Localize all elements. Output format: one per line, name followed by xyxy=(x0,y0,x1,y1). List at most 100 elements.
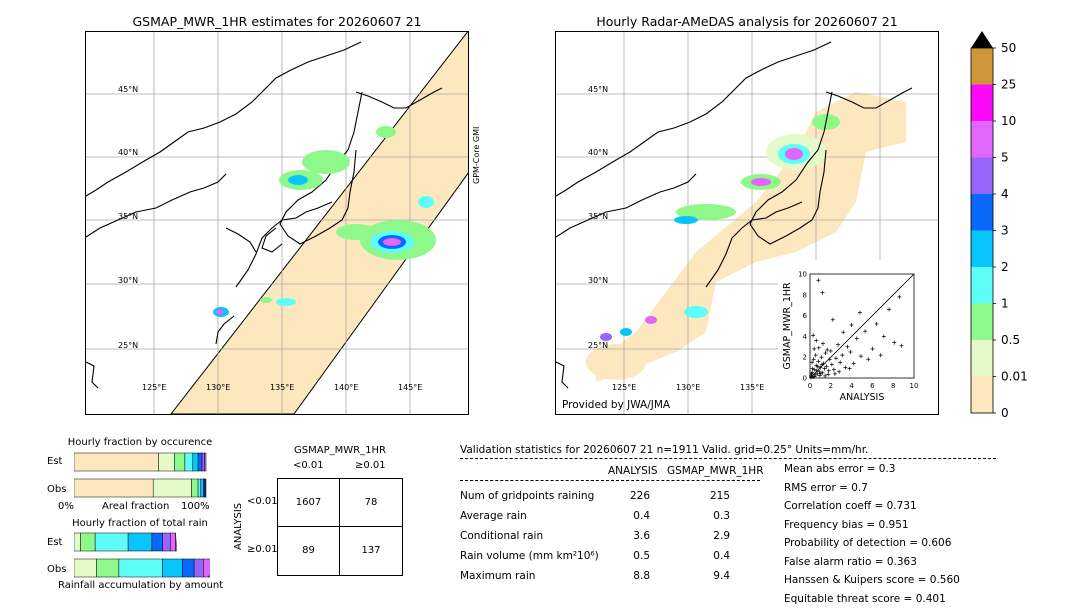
cell-hit-none: 1607 xyxy=(295,497,322,508)
occurrence-obs-label: Obs xyxy=(47,484,67,495)
right-lon-125: 125°E xyxy=(612,383,636,392)
scatter-ytick: 8 xyxy=(803,291,807,299)
colorbar-segment xyxy=(971,376,993,413)
left-lon-145: 145°E xyxy=(398,383,422,392)
scatter-point xyxy=(816,345,821,350)
scatter-point xyxy=(881,334,886,339)
scatter-point xyxy=(824,364,829,369)
scatter-point xyxy=(825,347,830,352)
right-lon-130: 130°E xyxy=(676,383,700,392)
left-lon-135: 135°E xyxy=(270,383,294,392)
scatter-point xyxy=(832,371,837,376)
left-map-title: GSMAP_MWR_1HR estimates for 20260607 21 xyxy=(132,14,422,29)
scatter-point xyxy=(812,346,817,351)
scatter-point xyxy=(822,366,827,371)
scatter-point xyxy=(815,371,820,376)
data-credit: Provided by JWA/JMA xyxy=(562,399,671,411)
validation-row-analysis: 8.8 xyxy=(633,570,650,582)
scatter-point xyxy=(811,333,816,338)
cell-miss: 89 xyxy=(302,545,315,556)
scatter-point xyxy=(828,348,833,353)
scatter-point xyxy=(830,317,835,322)
validation-header: Validation statistics for 20260607 21 n=… xyxy=(460,444,869,456)
colorbar-label: 0.5 xyxy=(1001,333,1020,347)
fraction-bar-segment xyxy=(158,452,175,472)
fraction-bar-segment xyxy=(151,532,163,552)
scatter-point xyxy=(820,290,825,295)
occurrence-title: Hourly fraction by occurence xyxy=(67,437,213,448)
scatter-ytick: 4 xyxy=(803,333,808,341)
scatter-point xyxy=(849,322,854,327)
right-lat-40: 40°N xyxy=(588,148,608,157)
col-analysis-header: ANALYSIS xyxy=(608,465,658,477)
occurrence-est-label: Est xyxy=(47,456,63,467)
colorbar-segment xyxy=(971,121,993,158)
colorbar-label: 0.01 xyxy=(1001,370,1028,384)
col-gsmap-header: GSMAP_MWR_1HR xyxy=(667,465,764,477)
scatter-point xyxy=(831,367,836,372)
right-map-title: Hourly Radar-AMeDAS analysis for 2026060… xyxy=(596,14,898,29)
scatter-xtick: 6 xyxy=(870,382,875,390)
scatter-point xyxy=(847,366,852,371)
scatter-point xyxy=(818,365,823,370)
contingency-row-ge: ≥0.01 xyxy=(247,544,278,555)
scatter-point xyxy=(892,340,897,345)
fraction-bar-segment xyxy=(184,452,194,472)
scatter-xtick: 8 xyxy=(891,382,895,390)
scatter-point xyxy=(857,310,862,315)
right-lat-30: 30°N xyxy=(588,276,608,285)
scatter-point xyxy=(809,375,814,380)
fraction-bar-segment xyxy=(118,558,163,578)
cell-false-alarm: 78 xyxy=(364,497,378,508)
scatter-point xyxy=(823,373,828,378)
colorbar-label: 50 xyxy=(1001,41,1016,55)
colorbar-label: 4 xyxy=(1001,187,1009,201)
right-map-canvas: 45°N 40°N 35°N 30°N 25°N 125°E 130°E 135… xyxy=(556,32,938,414)
validation-row-analysis: 0.4 xyxy=(633,510,650,522)
right-map-latlon: 45°N 40°N 35°N 30°N 25°N 125°E 130°E 135… xyxy=(588,85,764,392)
right-map-coastline xyxy=(556,41,913,389)
scatter-point xyxy=(866,357,871,362)
scatter-point xyxy=(813,353,818,358)
left-map-coastline xyxy=(86,41,443,389)
occurrence-bars xyxy=(74,452,207,498)
cell-hit: 137 xyxy=(361,545,381,556)
validation-row-analysis: 226 xyxy=(629,490,650,502)
scatter-point xyxy=(816,359,821,364)
colorbar-segment xyxy=(971,194,993,231)
score-line: Mean abs error = 0.3 xyxy=(784,463,896,475)
scatter-point xyxy=(870,346,875,351)
colorbar-segment xyxy=(971,303,993,340)
colorbar-label: 25 xyxy=(1001,78,1016,92)
fraction-bar-segment xyxy=(162,532,171,552)
colorbar-label: 0 xyxy=(1001,406,1009,420)
left-lon-125: 125°E xyxy=(142,383,166,392)
fraction-bar-segment xyxy=(191,478,199,498)
scatter-point xyxy=(848,350,853,354)
validation-row-label: Conditional rain xyxy=(460,530,544,542)
left-lat-25: 25°N xyxy=(118,341,138,350)
score-line: Hanssen & Kuipers score = 0.560 xyxy=(784,574,960,586)
right-lon-135: 135°E xyxy=(740,383,764,392)
scatter-point xyxy=(840,353,845,358)
left-lat-30: 30°N xyxy=(118,276,138,285)
right-lat-45: 45°N xyxy=(588,85,608,94)
fraction-bar-segment xyxy=(197,452,203,472)
left-lon-130: 130°E xyxy=(206,383,230,392)
score-line: Probability of detection = 0.606 xyxy=(784,537,952,549)
scatter-point xyxy=(810,366,815,371)
colorbar: 0 0.01 0.5 1 2 3 4 5 10 25 50 xyxy=(970,31,1028,420)
right-map: 45°N 40°N 35°N 30°N 25°N 125°E 130°E 135… xyxy=(555,31,939,415)
validation-row-gsmap: 0.3 xyxy=(713,510,730,522)
scatter-xtick: 0 xyxy=(808,382,812,390)
left-lat-45: 45°N xyxy=(118,85,138,94)
scatter-point xyxy=(829,362,834,367)
contingency-row-lt: <0.01 xyxy=(247,496,278,507)
scatter-point xyxy=(854,336,859,341)
scatter-point xyxy=(818,371,823,376)
fraction-bar-segment xyxy=(203,558,210,578)
colorbar-segments: 0 0.01 0.5 1 2 3 4 5 10 25 50 xyxy=(970,31,1028,420)
validation-row-gsmap: 9.4 xyxy=(713,570,730,582)
scatter-point xyxy=(863,329,868,334)
scatter-point xyxy=(816,278,821,283)
